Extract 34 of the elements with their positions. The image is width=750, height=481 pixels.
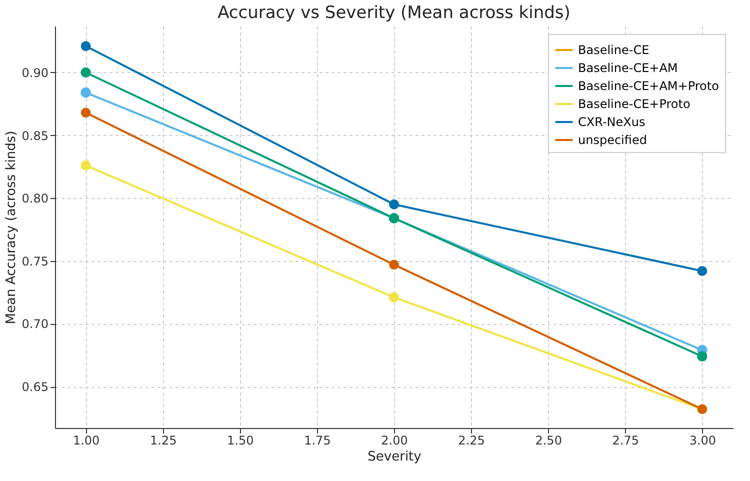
y-tick-label: 0.65 (22, 380, 48, 394)
x-tick-label: 3.00 (689, 434, 716, 448)
point (389, 199, 399, 210)
point (697, 266, 708, 276)
y-tick-label: 0.85 (22, 128, 48, 143)
legend-label: unspecified (578, 133, 647, 147)
x-tick-label: 1.50 (227, 434, 254, 448)
legend-label: CXR-NeXus (578, 115, 646, 129)
point (80, 108, 91, 118)
legend-label: Baseline-CE+AM (578, 61, 678, 75)
x-axis-title: Severity (368, 450, 422, 464)
y-tick-label: 0.90 (22, 66, 48, 80)
point (80, 41, 91, 52)
point (389, 260, 399, 270)
point (80, 67, 91, 78)
point (80, 87, 91, 98)
x-tick-label: 1.00 (72, 434, 100, 448)
x-tick-label: 2.00 (381, 434, 408, 448)
y-tick-label: 0.75 (22, 254, 48, 268)
x-tick-label: 2.25 (458, 434, 485, 448)
legend-label: Baseline-CE+Proto (578, 97, 690, 111)
point (80, 160, 91, 170)
chart-title: Accuracy vs Severity (Mean across kinds) (218, 3, 570, 23)
y-tick-label: 0.70 (22, 317, 48, 332)
point (388, 292, 400, 302)
y-axis-title: Mean Accuracy (across kinds) (4, 130, 19, 324)
y-tick-label: 0.80 (22, 192, 48, 206)
point (697, 351, 708, 362)
legend-label: Baseline-CE (578, 43, 650, 57)
x-tick-label: 1.25 (150, 434, 177, 448)
legend-label: Baseline-CE+AM+Proto (578, 79, 719, 93)
x-tick-label: 1.75 (304, 434, 331, 448)
x-tick-label: 2.75 (612, 434, 639, 448)
x-tick-label: 2.50 (535, 434, 562, 448)
